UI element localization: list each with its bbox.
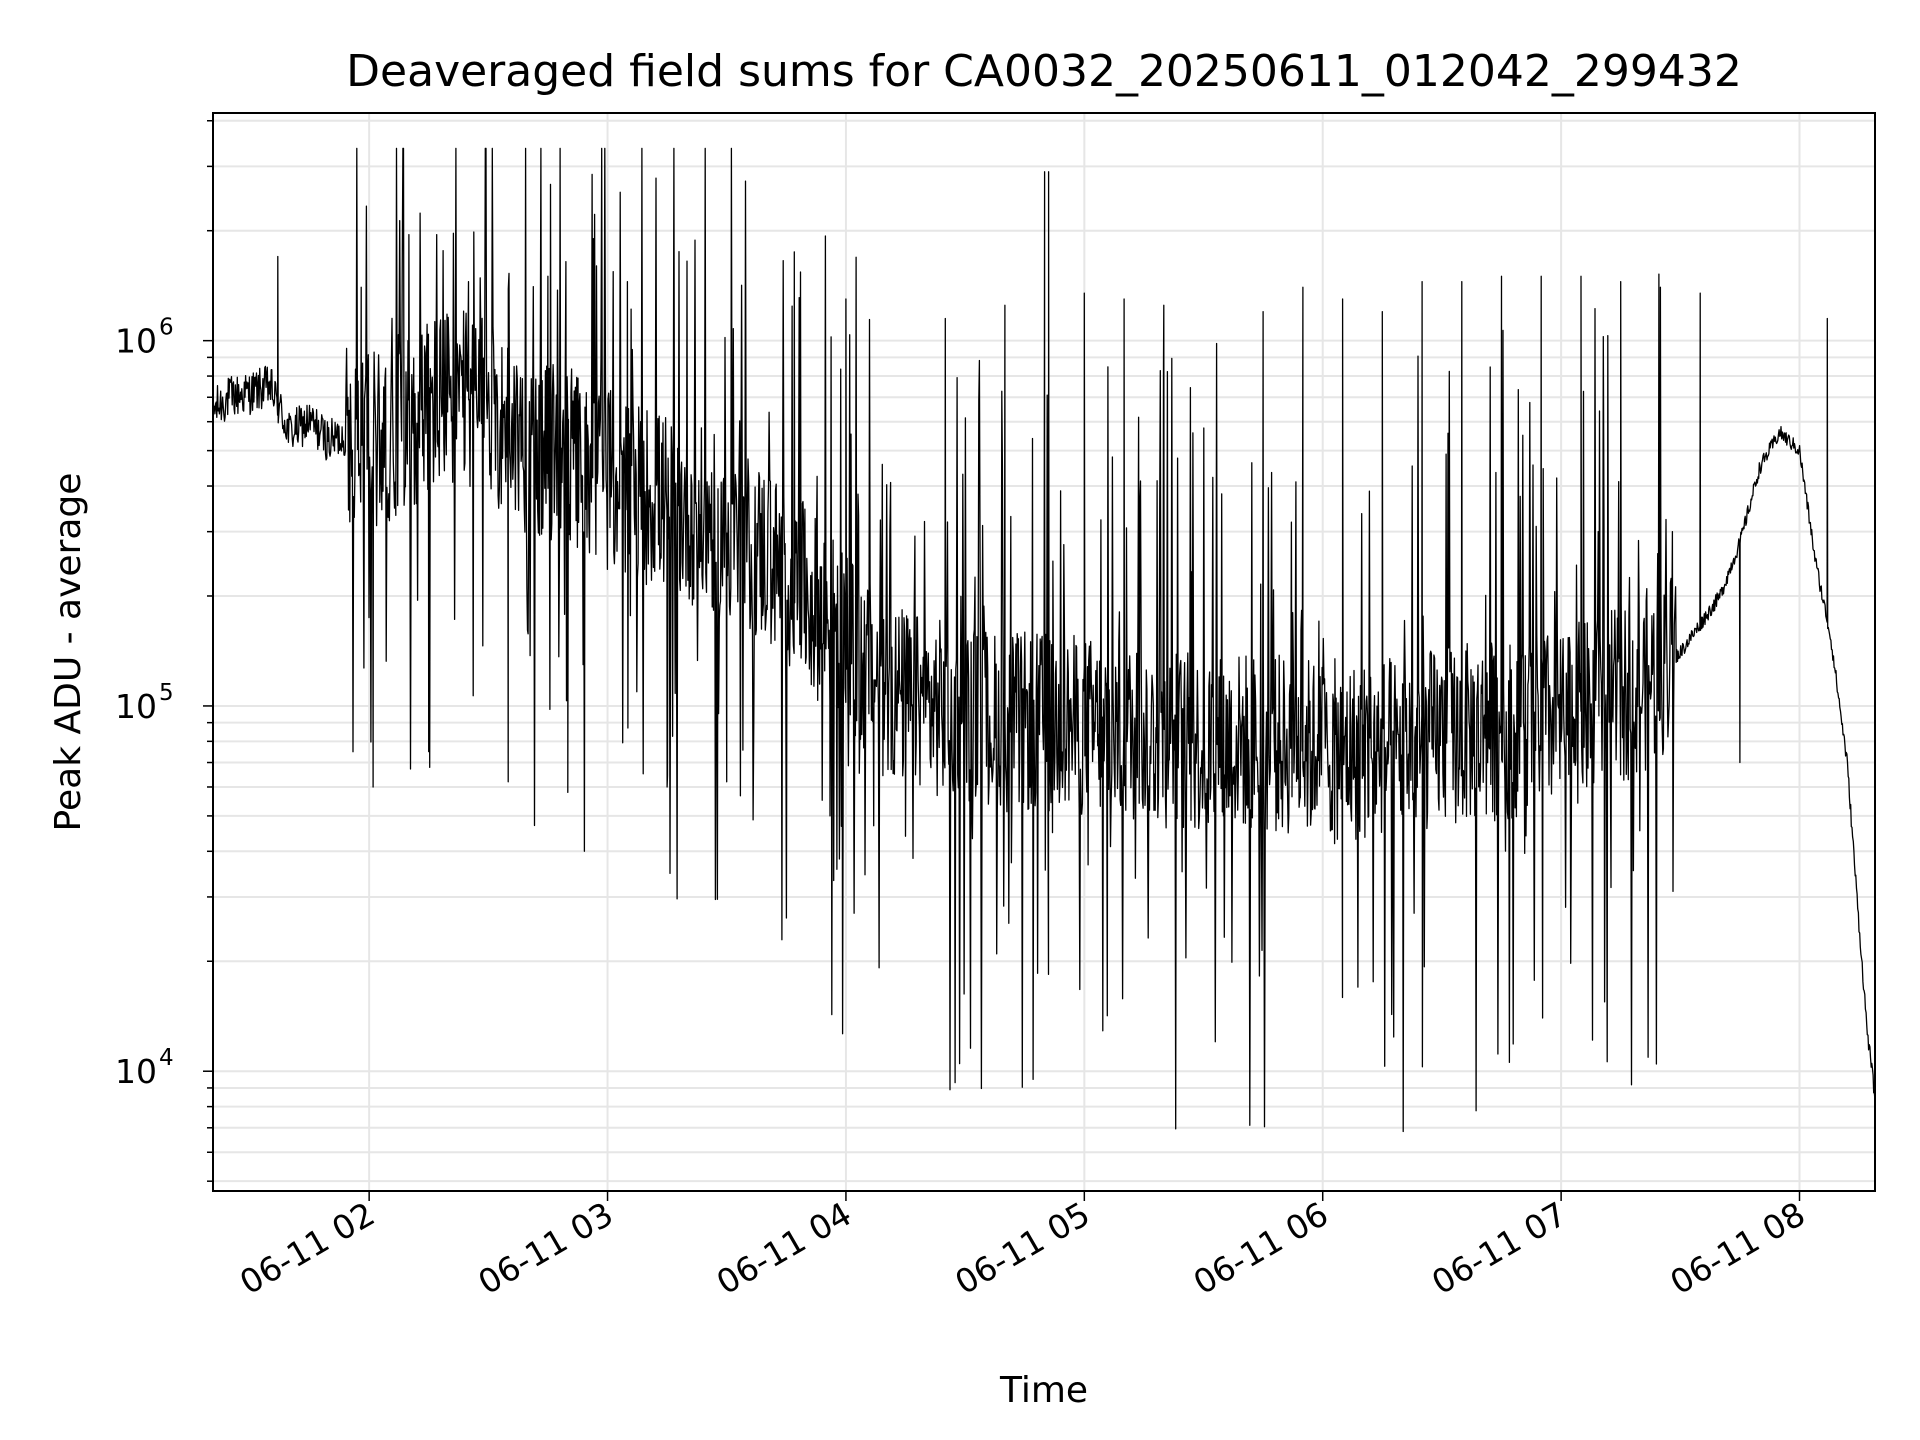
y-tick-exponent: 4 xyxy=(159,1045,174,1071)
chart-title: Deaveraged field sums for CA0032_2025061… xyxy=(346,46,1742,97)
plot-frame xyxy=(212,112,1876,1192)
y-tick-label: 10 xyxy=(115,322,157,361)
y-tick-label: 10 xyxy=(115,687,157,726)
y-tick-exponent: 5 xyxy=(159,680,174,706)
y-tick-label: 10 xyxy=(115,1052,157,1091)
x-axis-label: Time xyxy=(999,1370,1088,1411)
y-tick-exponent: 6 xyxy=(159,315,174,341)
series-line xyxy=(212,147,1876,1133)
plot-data xyxy=(212,147,1876,1133)
y-axis-label: Peak ADU - average xyxy=(48,473,89,832)
